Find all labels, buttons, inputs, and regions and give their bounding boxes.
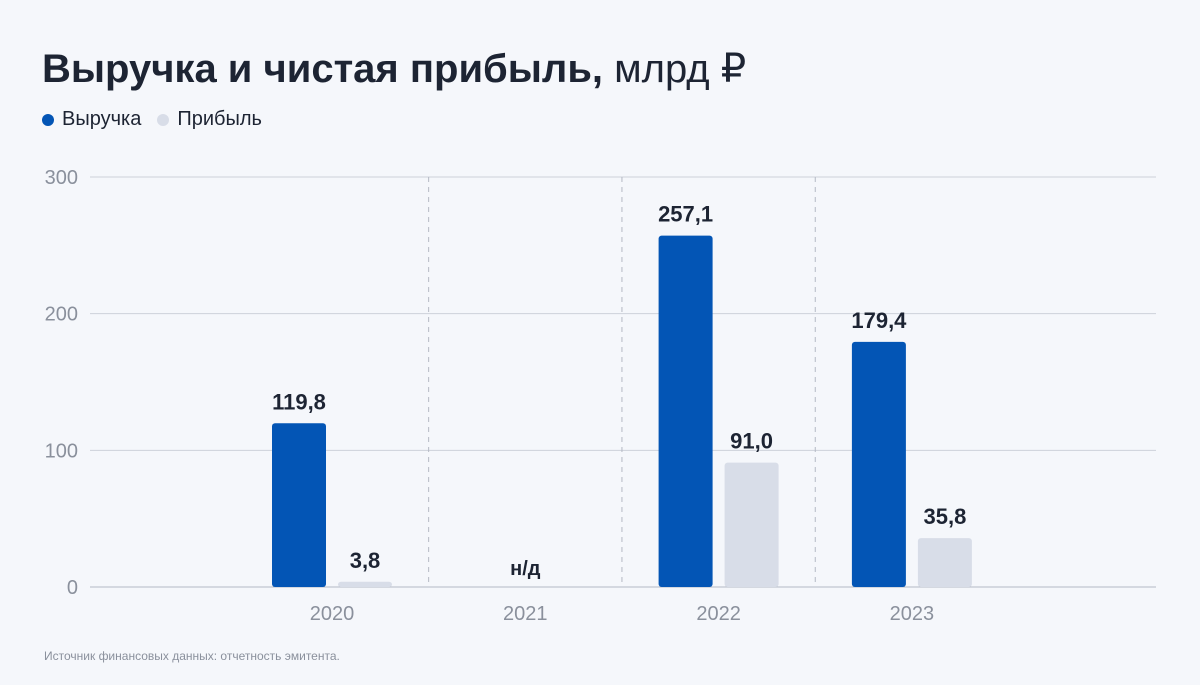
chart-title-unit: млрд ₽ bbox=[614, 47, 747, 91]
bar-chart: 0 100 200 300 2020 119,8 3,8 2021 н/д 2022 257,1 91… bbox=[45, 167, 1156, 625]
source-note: Источник финансовых данных: отчетность э… bbox=[44, 649, 340, 663]
bar-revenue-2022 bbox=[658, 235, 713, 587]
legend-dot-revenue bbox=[42, 113, 54, 126]
y-tick-label-0: 0 bbox=[67, 577, 78, 599]
bar-revenue-2020 bbox=[272, 423, 326, 587]
legend-label-revenue: Выручка bbox=[62, 108, 142, 130]
x-tick-label-2022: 2022 bbox=[696, 603, 741, 625]
data-label-revenue-2022: 257,1 bbox=[658, 202, 713, 227]
x-tick-label-2023: 2023 bbox=[890, 603, 935, 625]
chart-title: Выручка и чистая прибыль, млрд ₽ bbox=[42, 44, 746, 94]
data-label-revenue-2023: 179,4 bbox=[851, 308, 907, 333]
legend-dot-profit bbox=[157, 113, 170, 126]
missing-data-label: н/д bbox=[510, 558, 541, 580]
data-label-profit-2022: 91,0 bbox=[730, 429, 773, 454]
data-label-revenue-2020: 119,8 bbox=[272, 389, 326, 414]
bar-profit-2022 bbox=[724, 462, 779, 587]
y-tick-label-300: 300 bbox=[45, 167, 78, 189]
legend-item-profit: Прибыль bbox=[157, 108, 262, 131]
bar-revenue-2023 bbox=[851, 341, 906, 587]
data-label-profit-2020: 3,8 bbox=[350, 548, 381, 573]
legend-item-revenue: Выручка bbox=[42, 108, 141, 131]
legend-label-profit: Прибыль bbox=[177, 108, 262, 130]
x-tick-label-2021: 2021 bbox=[503, 603, 548, 625]
y-tick-label-200: 200 bbox=[45, 304, 78, 326]
bar-profit-2020 bbox=[338, 581, 392, 587]
x-tick-label-2020: 2020 bbox=[310, 603, 355, 625]
chart-legend: Выручка Прибыль bbox=[42, 108, 278, 131]
bar-profit-2023 bbox=[917, 538, 972, 587]
data-label-profit-2023: 35,8 bbox=[923, 504, 966, 529]
chart-title-main: Выручка и чистая прибыль, bbox=[42, 47, 604, 91]
y-tick-label-100: 100 bbox=[45, 440, 78, 462]
